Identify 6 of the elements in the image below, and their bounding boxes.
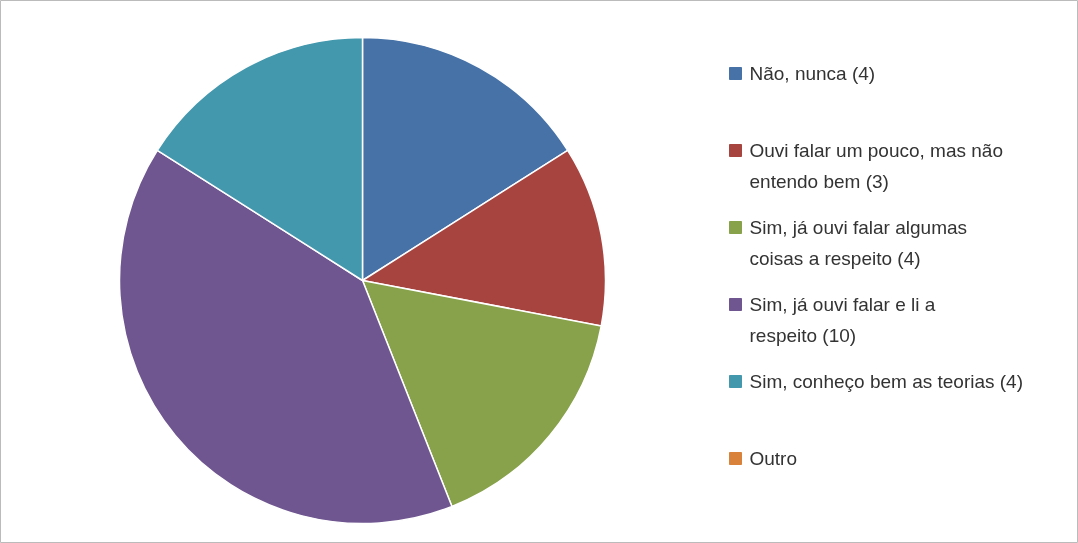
legend-label: Outro <box>749 448 798 469</box>
legend-label: Não, nunca (4) <box>749 63 876 84</box>
legend-label: Ouvi falar um pouco, mas não entendo bem (3) <box>749 140 1003 192</box>
legend-label: Sim, já ouvi falar e li a respeito (10) <box>749 294 936 346</box>
legend-label: Sim, conheço bem as teorias (4) <box>749 371 1024 392</box>
legend-label: Sim, já ouvi falar algumas coisas a respeito (4) <box>749 217 968 269</box>
